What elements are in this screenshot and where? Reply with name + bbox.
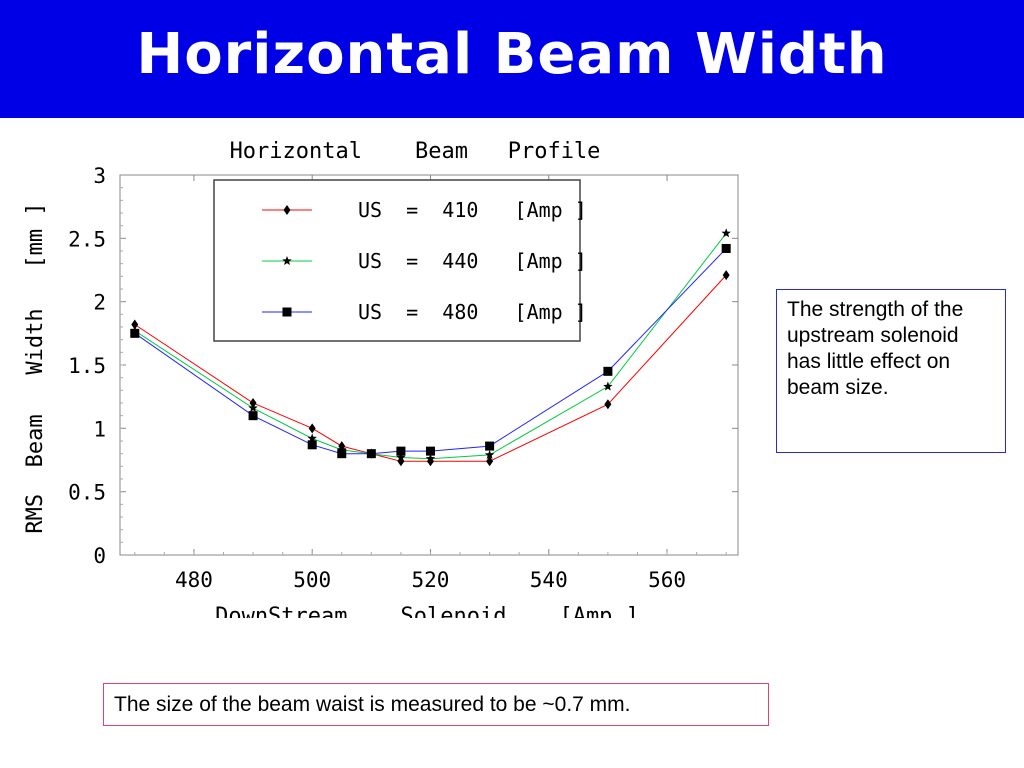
y-tick-label: 1 [93, 417, 106, 441]
y-tick-label: 2 [93, 291, 106, 315]
data-point [425, 446, 435, 456]
x-tick-label: 540 [530, 568, 568, 592]
data-point [721, 243, 731, 253]
legend-label: US = 480 [Amp ] [358, 300, 587, 324]
y-tick-label: 0 [93, 544, 106, 568]
data-point [337, 449, 347, 459]
x-tick-label: 500 [293, 568, 331, 592]
x-tick-label: 480 [175, 568, 213, 592]
series-line [134, 248, 727, 455]
data-point [308, 423, 316, 434]
y-tick-label: 3 [93, 164, 106, 188]
data-point [603, 366, 613, 376]
data-point [721, 228, 731, 238]
data-point [307, 440, 317, 450]
x-tick-label: 560 [648, 568, 686, 592]
note-box-bottom: The size of the beam waist is measured t… [103, 683, 769, 726]
y-tick-label: 2.5 [68, 227, 106, 251]
slide-title: Horizontal Beam Width [136, 22, 888, 87]
data-point [486, 456, 494, 467]
data-point [366, 449, 376, 459]
y-tick-label: 0.5 [68, 481, 106, 505]
y-tick-label: 1.5 [68, 354, 106, 378]
data-point [307, 433, 317, 443]
data-point [484, 449, 495, 459]
data-point [425, 453, 436, 463]
beam-width-chart: Horizontal Beam Profile 0 0.5 1 1.5 2 2.5 3 48… [23, 139, 739, 618]
data-point [248, 411, 258, 421]
series-square [130, 243, 731, 459]
series-line [134, 232, 727, 460]
legend-marker [282, 307, 292, 317]
data-point [603, 381, 613, 391]
x-axis: 480 500 520 540 560 [134, 175, 727, 592]
note-box-right: The strength of the upstream solenoid ha… [776, 289, 1006, 453]
data-point [249, 398, 257, 408]
series-group [130, 228, 731, 467]
data-point [396, 446, 406, 456]
x-tick-label: 520 [412, 568, 450, 592]
legend-marker [282, 256, 292, 266]
legend-label: US = 440 [Amp ] [358, 249, 587, 273]
legend-marker [283, 205, 291, 215]
y-axis-label: RMS Beam Width [mm ] [23, 202, 48, 533]
data-point [130, 328, 140, 338]
title-bar: Horizontal Beam Width [0, 0, 1024, 118]
data-point [131, 319, 139, 330]
x-axis-label: DownStream Solenoid [Amp ] [215, 604, 639, 618]
data-point [248, 403, 258, 413]
legend: US = 410 [Amp ] US = 440 [Amp ] US = 480 [… [262, 198, 587, 324]
y-axis: 0 0.5 1 1.5 2 2.5 3 [68, 164, 738, 568]
series-line [134, 274, 727, 462]
data-point [604, 399, 612, 410]
legend-label: US = 410 [Amp ] [358, 198, 587, 222]
chart-title: Horizontal Beam Profile [230, 139, 601, 164]
data-point [722, 270, 730, 281]
data-point [396, 452, 406, 462]
data-point [485, 441, 495, 451]
